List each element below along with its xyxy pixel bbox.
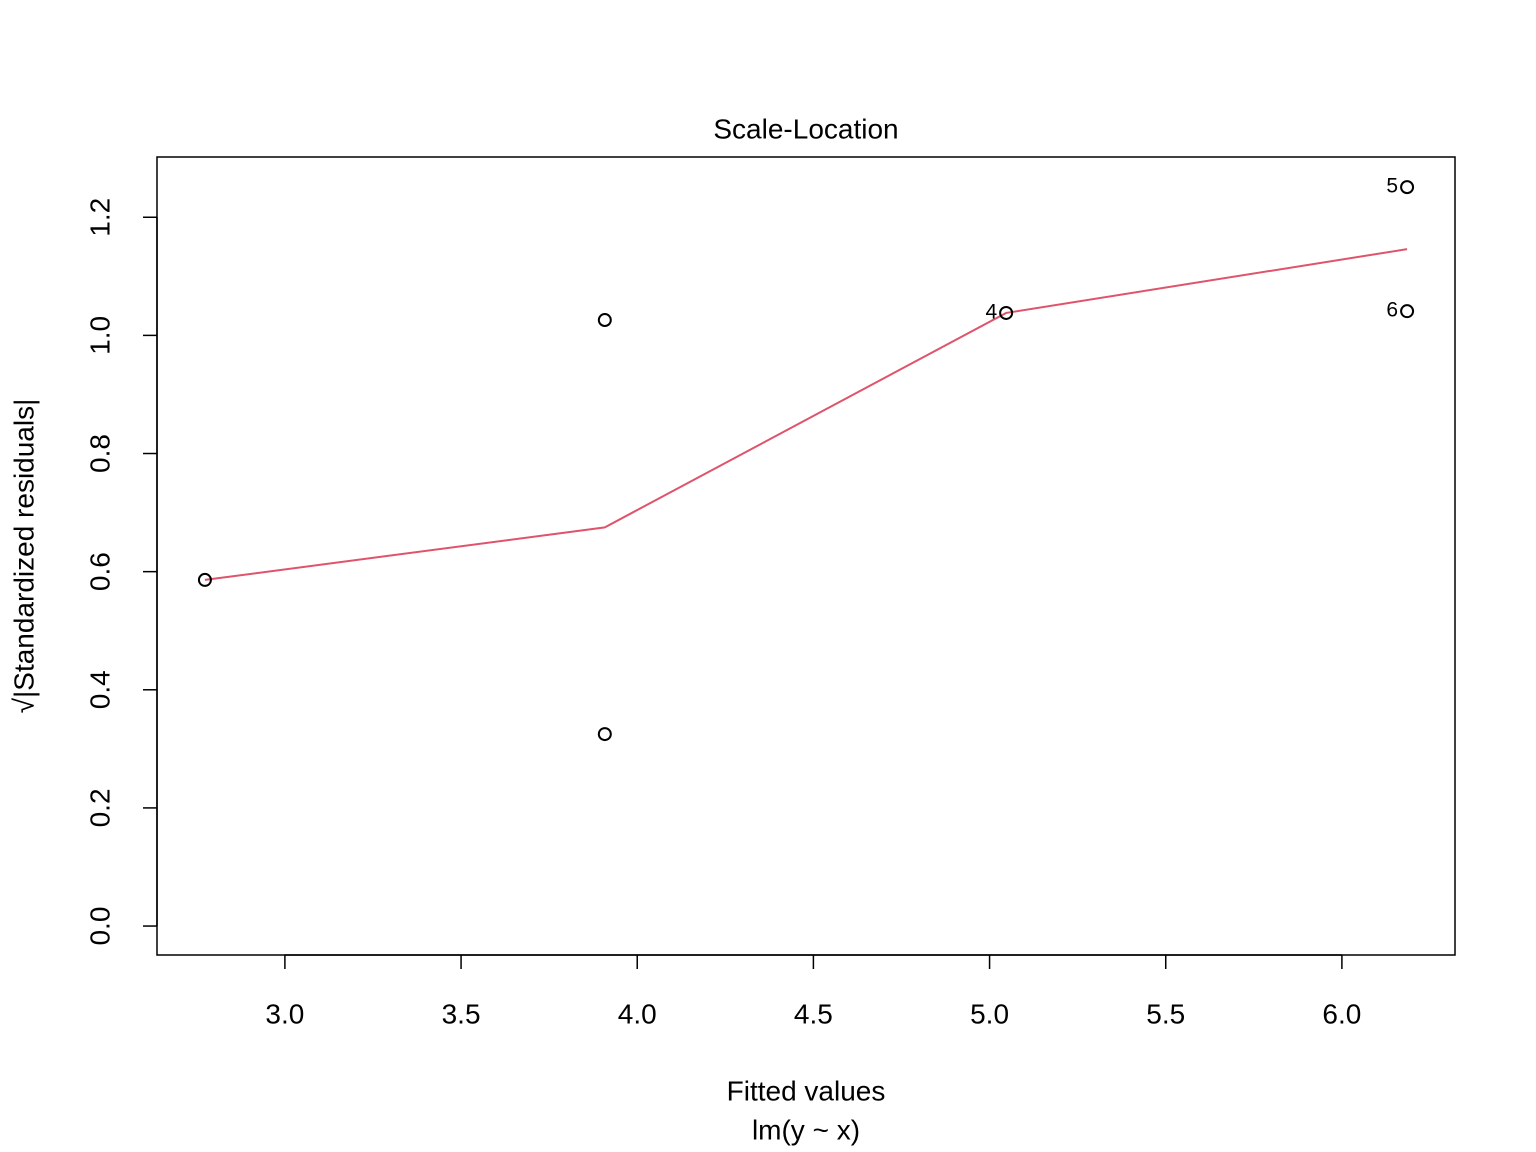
x-tick-label: 5.5	[1146, 998, 1185, 1029]
x-tick-label: 4.5	[794, 998, 833, 1029]
y-tick-label: 0.8	[84, 434, 115, 473]
subtitle: lm(y ~ x)	[752, 1114, 860, 1145]
y-tick-label: 0.6	[84, 552, 115, 591]
x-tick-label: 4.0	[618, 998, 657, 1029]
x-tick-label: 3.0	[265, 998, 304, 1029]
point	[1400, 180, 1415, 195]
y-tick-label: 1.0	[84, 316, 115, 355]
point	[1400, 304, 1415, 319]
x-axis-label: Fitted values	[727, 1075, 886, 1106]
y-tick-label: 1.2	[84, 198, 115, 237]
y-axis-label: √|Standardized residuals|	[8, 399, 39, 714]
x-tick-label: 5.0	[970, 998, 1009, 1029]
plot-frame	[156, 156, 1456, 956]
point	[999, 305, 1014, 320]
smooth-line	[204, 248, 1408, 581]
x-tick-label: 6.0	[1322, 998, 1361, 1029]
point	[597, 313, 612, 328]
point-label: 6	[1386, 299, 1398, 322]
y-tick-label: 0.2	[84, 788, 115, 827]
chart-title: Scale-Location	[713, 113, 898, 144]
point	[597, 727, 612, 742]
point-label: 4	[985, 300, 997, 323]
y-tick-label: 0.0	[84, 907, 115, 946]
point	[197, 572, 212, 587]
y-tick-label: 0.4	[84, 670, 115, 709]
point-label: 5	[1386, 175, 1398, 198]
x-tick-label: 3.5	[442, 998, 481, 1029]
